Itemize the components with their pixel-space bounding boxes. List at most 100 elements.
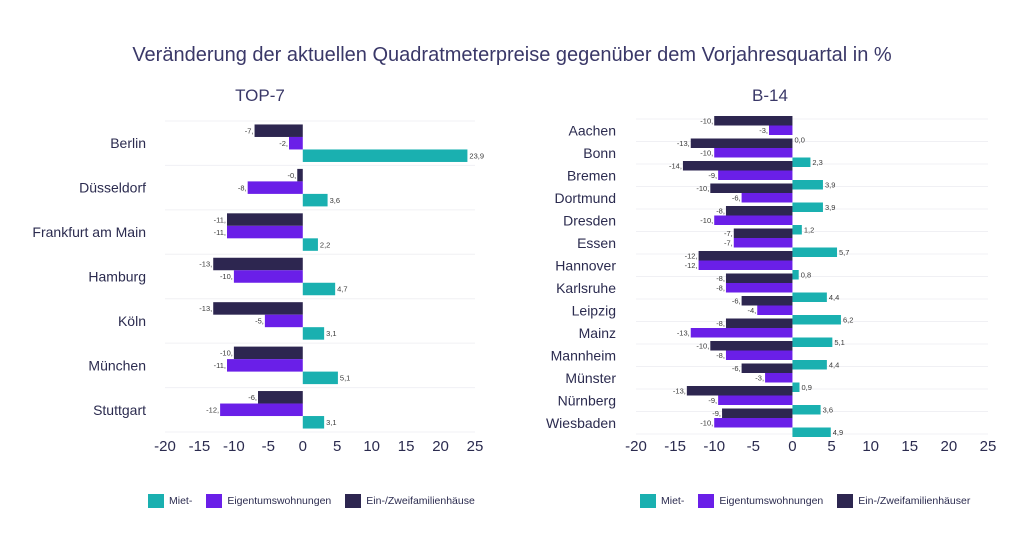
bar [714,148,793,158]
bar [302,282,336,296]
x-tick-label: 0 [299,438,307,455]
x-tick-label: 25 [467,438,484,455]
legend-item-miet[interactable]: Miet- [148,494,192,508]
bar-value-label: 2,2 [320,240,330,249]
bar [289,136,303,150]
bar [302,371,338,385]
bar [220,403,303,417]
bar [765,373,793,383]
bar [233,346,303,360]
bar [258,391,303,404]
bar-value-label: 2,3 [812,158,822,167]
legend-item-haeuser[interactable]: Ein-/Zweifamilienhäuser [837,494,970,508]
bar-value-label: 3,1 [326,418,336,427]
x-tick-label: 20 [432,438,449,455]
x-tick-label: -15 [189,438,211,455]
bar-value-label: -7, [724,229,733,238]
bar [792,382,800,392]
bar-value-label: -14, [669,161,682,170]
bar-value-label: -6, [732,364,741,373]
legend-swatch-eigentum [698,494,715,508]
x-tick-label: 15 [398,438,415,455]
top7-chart-title: TOP-7 [235,86,285,105]
legend-swatch-haeuser [837,494,854,508]
bar [302,238,318,251]
bar-value-label: 5,1 [340,374,350,383]
bar [690,328,793,338]
category-label: Aachen [569,122,616,138]
category-label: Münster [565,370,616,386]
top7-legend: Miet- Eigentumswohnungen Ein-/Zweifamili… [148,494,498,508]
bar-value-label: -10, [700,116,713,125]
bar [725,206,793,216]
bar [792,292,827,302]
bar-value-label: -10, [220,272,233,281]
bar [792,337,833,347]
category-label: Düsseldorf [79,180,146,196]
category-label: Mannheim [551,347,616,363]
chart-title: Veränderung der aktuellen Quadratmeterpr… [132,44,892,66]
bar [792,202,823,212]
bar [264,314,303,328]
bar-value-label: -8, [716,283,725,292]
legend-swatch-miet [640,494,656,508]
bar-value-label: -13, [677,139,690,148]
bar [254,124,303,137]
bar [698,260,793,270]
bar-value-label: -9, [712,409,721,418]
bar [302,149,468,162]
bar-value-label: 4,7 [337,285,347,294]
bar-value-label: -13, [199,260,212,269]
bar-value-label: -9, [708,396,717,405]
legend-label-eigentum: Eigentumswohnungen [227,495,332,507]
bar-value-label: -10, [696,341,709,350]
legend-label-eigentum: Eigentumswohnungen [719,495,824,507]
bar-value-label: -11, [214,361,226,370]
bar-value-label: -10, [700,418,713,427]
bar-value-label: -13, [673,386,686,395]
bar [247,181,303,194]
bar [227,225,303,239]
bar [725,283,793,293]
x-tick-label: 10 [363,438,380,455]
bar-value-label: 3,1 [326,329,336,338]
bar [302,327,325,340]
bar-value-label: -12, [206,405,219,414]
category-label: Köln [118,313,146,329]
x-tick-label: -20 [625,438,647,455]
x-tick-label: 20 [941,438,958,455]
legend-item-eigentum[interactable]: Eigentumswohnungen [698,494,823,508]
bar-value-label: -9, [708,171,717,180]
x-tick-label: 5 [333,438,341,455]
legend-item-miet[interactable]: Miet- [640,494,684,508]
category-label: Bremen [567,167,616,183]
bar [233,270,303,283]
category-label: Wiesbaden [546,415,616,431]
bar-value-label: -3, [759,126,768,135]
bar [733,238,793,248]
bar-value-label: -6, [732,296,741,305]
x-tick-label: 5 [827,438,835,455]
legend-swatch-eigentum [206,494,223,508]
bar [792,157,811,167]
bar [741,296,793,306]
legend-swatch-haeuser [345,494,362,508]
legend-item-haeuser[interactable]: Ein-/Zweifamilienhäuse [345,494,475,508]
bar [792,270,799,280]
legend-item-eigentum[interactable]: Eigentumswohnungen [206,494,331,508]
bar-value-label: -8, [238,183,247,192]
bar [682,161,793,171]
bar [722,408,793,418]
b14-legend: Miet- Eigentumswohnungen Ein-/Zweifamili… [640,494,1010,508]
bar [710,341,793,351]
x-tick-label: 15 [901,438,918,455]
legend-label-haeuser: Ein-/Zweifamilienhäuse [366,495,475,507]
legend-label-miet: Miet- [169,495,193,507]
bar-value-label: -10, [220,349,233,358]
legend-swatch-miet [148,494,164,508]
bar-value-label: 4,4 [829,293,839,302]
category-label: Dresden [563,212,616,228]
bar [718,395,793,405]
bar [213,302,303,315]
x-tick-label: -10 [703,438,725,455]
